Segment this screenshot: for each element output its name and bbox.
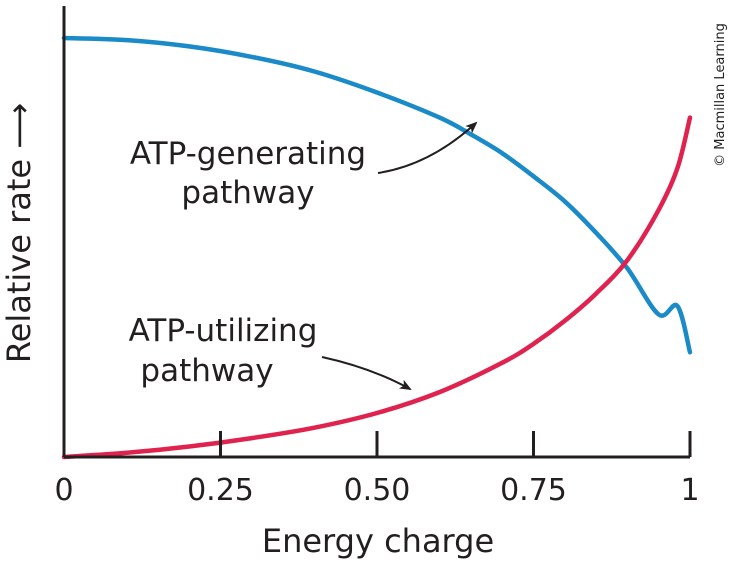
series-atp-utilizing-line: [61, 115, 693, 460]
annotation-atp-generating-line1: ATP-generating: [130, 136, 366, 172]
y-axis-title: Relative rate ⟶: [0, 103, 38, 363]
annotation-atp-generating-line2: pathway: [181, 175, 314, 211]
x-tick-label: 1: [680, 473, 699, 508]
x-tick-label: 0.50: [344, 473, 411, 508]
annotation-arrow-atp-utilizing: [321, 356, 412, 390]
plot-area: [61, 35, 693, 460]
annotation-atp-utilizing-line1: ATP-utilizing: [129, 313, 318, 349]
annotation-atp-generating: ATP-generating pathway: [130, 121, 478, 211]
x-axis-ticks: 0 0.25 0.50 0.75 1: [54, 431, 700, 508]
annotation-atp-utilizing: ATP-utilizing pathway: [129, 313, 412, 390]
annotation-atp-utilizing-line2: pathway: [140, 353, 273, 389]
annotation-arrow-atp-generating: [377, 121, 478, 174]
x-tick-label: 0.25: [187, 473, 254, 508]
x-tick-label: 0: [54, 473, 73, 508]
x-axis-title: Energy charge: [262, 522, 494, 560]
x-tick-label: 0.75: [500, 473, 567, 508]
series-atp-generating-line: [61, 35, 693, 355]
copyright-credit: © Macmillan Learning: [713, 23, 728, 167]
